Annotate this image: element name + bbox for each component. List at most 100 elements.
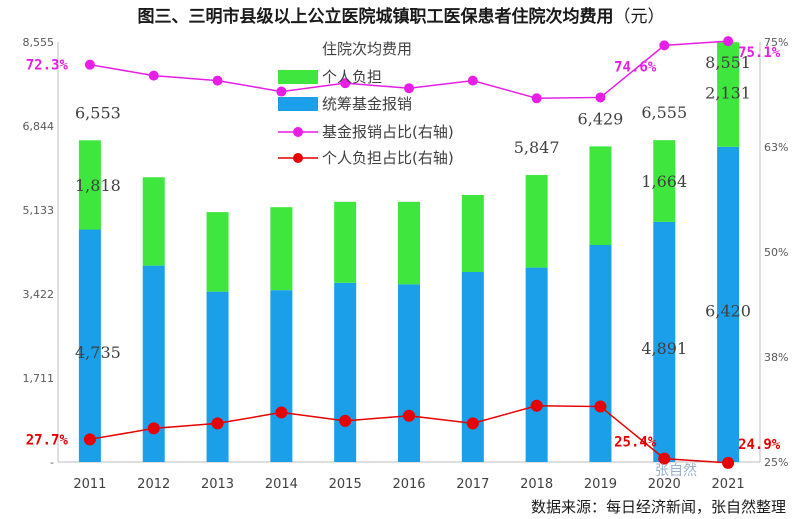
personal-ratio-label: 25.4% bbox=[614, 435, 657, 451]
personal-ratio-label: 24.9% bbox=[738, 437, 781, 453]
total-value-label: 5,847 bbox=[514, 138, 560, 157]
legend-swatch-fund bbox=[278, 97, 318, 111]
legend-label-fund: 统筹基金报销 bbox=[322, 95, 412, 113]
fund-ratio-point bbox=[467, 75, 478, 86]
fund-ratio-point bbox=[531, 93, 542, 104]
fund-bar bbox=[334, 282, 357, 462]
bars bbox=[78, 42, 740, 462]
fund-bar bbox=[461, 272, 484, 462]
fund-ratio-point bbox=[276, 86, 287, 97]
x-tick-label: 2017 bbox=[456, 477, 489, 492]
x-tick-label: 2014 bbox=[265, 477, 298, 492]
fund-bar bbox=[270, 290, 293, 462]
legend-label-personal-ratio: 个人负担占比(右轴) bbox=[322, 149, 454, 167]
personal-ratio-point bbox=[339, 414, 352, 427]
personal-ratio-label: 27.7% bbox=[26, 432, 69, 448]
fund-bar bbox=[78, 229, 101, 462]
chart-title-unit: （元） bbox=[613, 7, 665, 27]
personal-ratio-point bbox=[466, 417, 479, 430]
fund-bar bbox=[717, 146, 740, 462]
personal-ratio-point bbox=[403, 409, 415, 422]
fund-bar bbox=[142, 265, 165, 462]
fund-ratio-point bbox=[84, 59, 95, 70]
x-tick-label: 2019 bbox=[584, 477, 617, 492]
fund-ratio-point bbox=[595, 92, 606, 103]
personal-ratio-point bbox=[147, 422, 160, 435]
personal-ratio-point bbox=[211, 417, 224, 430]
right-tick-label: 38% bbox=[764, 351, 788, 364]
x-tick-label: 2018 bbox=[520, 477, 553, 492]
data-labels: 6,553 1,818 4,735 5,847 6,429 6,555 1,664 4,891… bbox=[26, 45, 781, 453]
personal-bar bbox=[334, 201, 357, 283]
x-tick-label: 2020 bbox=[648, 477, 681, 492]
fund-bar bbox=[398, 284, 420, 462]
personal-bar bbox=[206, 212, 229, 292]
left-tick-label: 8,555 bbox=[23, 36, 55, 49]
fund-value-label: 4,891 bbox=[641, 339, 687, 358]
legend-label-fund-ratio: 基金报销占比(右轴) bbox=[322, 123, 454, 141]
x-tick-label: 2011 bbox=[73, 477, 106, 492]
personal-bar bbox=[653, 140, 676, 222]
fund-ratio-point bbox=[723, 36, 734, 47]
left-tick-label: 3,422 bbox=[23, 288, 55, 301]
left-tick-label: 5,133 bbox=[23, 204, 55, 217]
total-value-label: 6,429 bbox=[578, 109, 624, 128]
personal-ratio-point bbox=[275, 406, 288, 419]
fund-ratio-point bbox=[212, 75, 223, 86]
personal-ratio-point bbox=[530, 399, 543, 412]
left-tick-label: - bbox=[50, 456, 54, 469]
personal-value-label: 2,131 bbox=[705, 84, 751, 103]
total-value-label: 6,555 bbox=[641, 103, 687, 122]
total-value-label: 6,553 bbox=[75, 103, 121, 122]
right-tick-label: 63% bbox=[764, 141, 788, 154]
fund-bar bbox=[206, 291, 229, 462]
left-tick-label: 1,711 bbox=[23, 372, 55, 385]
personal-value-label: 1,818 bbox=[75, 176, 121, 195]
legend-marker-personal-ratio bbox=[293, 153, 303, 163]
fund-bar bbox=[525, 267, 548, 462]
x-tick-label: 2013 bbox=[201, 477, 234, 492]
chart-title-text: 图三、三明市县级以上公立医院城镇职工医保患者住院次均费用 bbox=[137, 7, 614, 27]
chart-title: 图三、三明市县级以上公立医院城镇职工医保患者住院次均费用（元） bbox=[0, 2, 802, 27]
left-tick-label: 6,844 bbox=[23, 120, 55, 133]
x-tick-label: 2021 bbox=[712, 477, 745, 492]
fund-ratio-label: 72.3% bbox=[26, 58, 69, 74]
right-tick-label: 75% bbox=[764, 36, 788, 49]
fund-value-label: 6,420 bbox=[705, 301, 751, 320]
source-note: 数据来源：每日经济新闻，张自然整理 bbox=[530, 498, 786, 516]
legend-label-personal: 个人负担 bbox=[322, 68, 382, 86]
fund-ratio-label: 75.1% bbox=[738, 45, 781, 61]
fund-bar bbox=[589, 245, 612, 462]
personal-bar bbox=[142, 177, 165, 266]
personal-ratio-point bbox=[722, 456, 735, 469]
fund-ratio-point bbox=[659, 40, 670, 51]
fund-ratio-point bbox=[340, 78, 351, 89]
axes: 8,555 6,844 5,133 3,422 1,711 - 75% 63% 50% 38% 25… bbox=[23, 36, 789, 492]
personal-bar bbox=[270, 207, 293, 291]
x-tick-label: 2012 bbox=[137, 477, 170, 492]
right-tick-label: 25% bbox=[764, 456, 788, 469]
watermark: 张自然 bbox=[655, 463, 697, 479]
ratio-lines bbox=[83, 36, 735, 469]
personal-ratio-point bbox=[83, 433, 96, 446]
personal-bar bbox=[398, 201, 420, 285]
personal-bar bbox=[589, 146, 612, 246]
fund-ratio-label: 74.6% bbox=[614, 59, 657, 75]
fund-value-label: 4,735 bbox=[75, 343, 121, 362]
personal-bar bbox=[78, 140, 101, 230]
legend-marker-fund-ratio bbox=[293, 127, 303, 137]
personal-bar bbox=[717, 42, 740, 147]
legend-swatch-personal bbox=[278, 70, 318, 84]
personal-bar bbox=[525, 174, 548, 268]
personal-value-label: 1,664 bbox=[641, 172, 687, 191]
personal-ratio-point bbox=[658, 452, 671, 465]
fund-ratio-point bbox=[148, 70, 159, 81]
fund-ratio-point bbox=[404, 83, 414, 94]
x-tick-label: 2015 bbox=[329, 477, 362, 492]
x-tick-label: 2016 bbox=[392, 477, 425, 492]
legend-title: 住院次均费用 bbox=[322, 40, 412, 58]
personal-bar bbox=[461, 194, 484, 273]
right-tick-label: 50% bbox=[764, 246, 788, 259]
